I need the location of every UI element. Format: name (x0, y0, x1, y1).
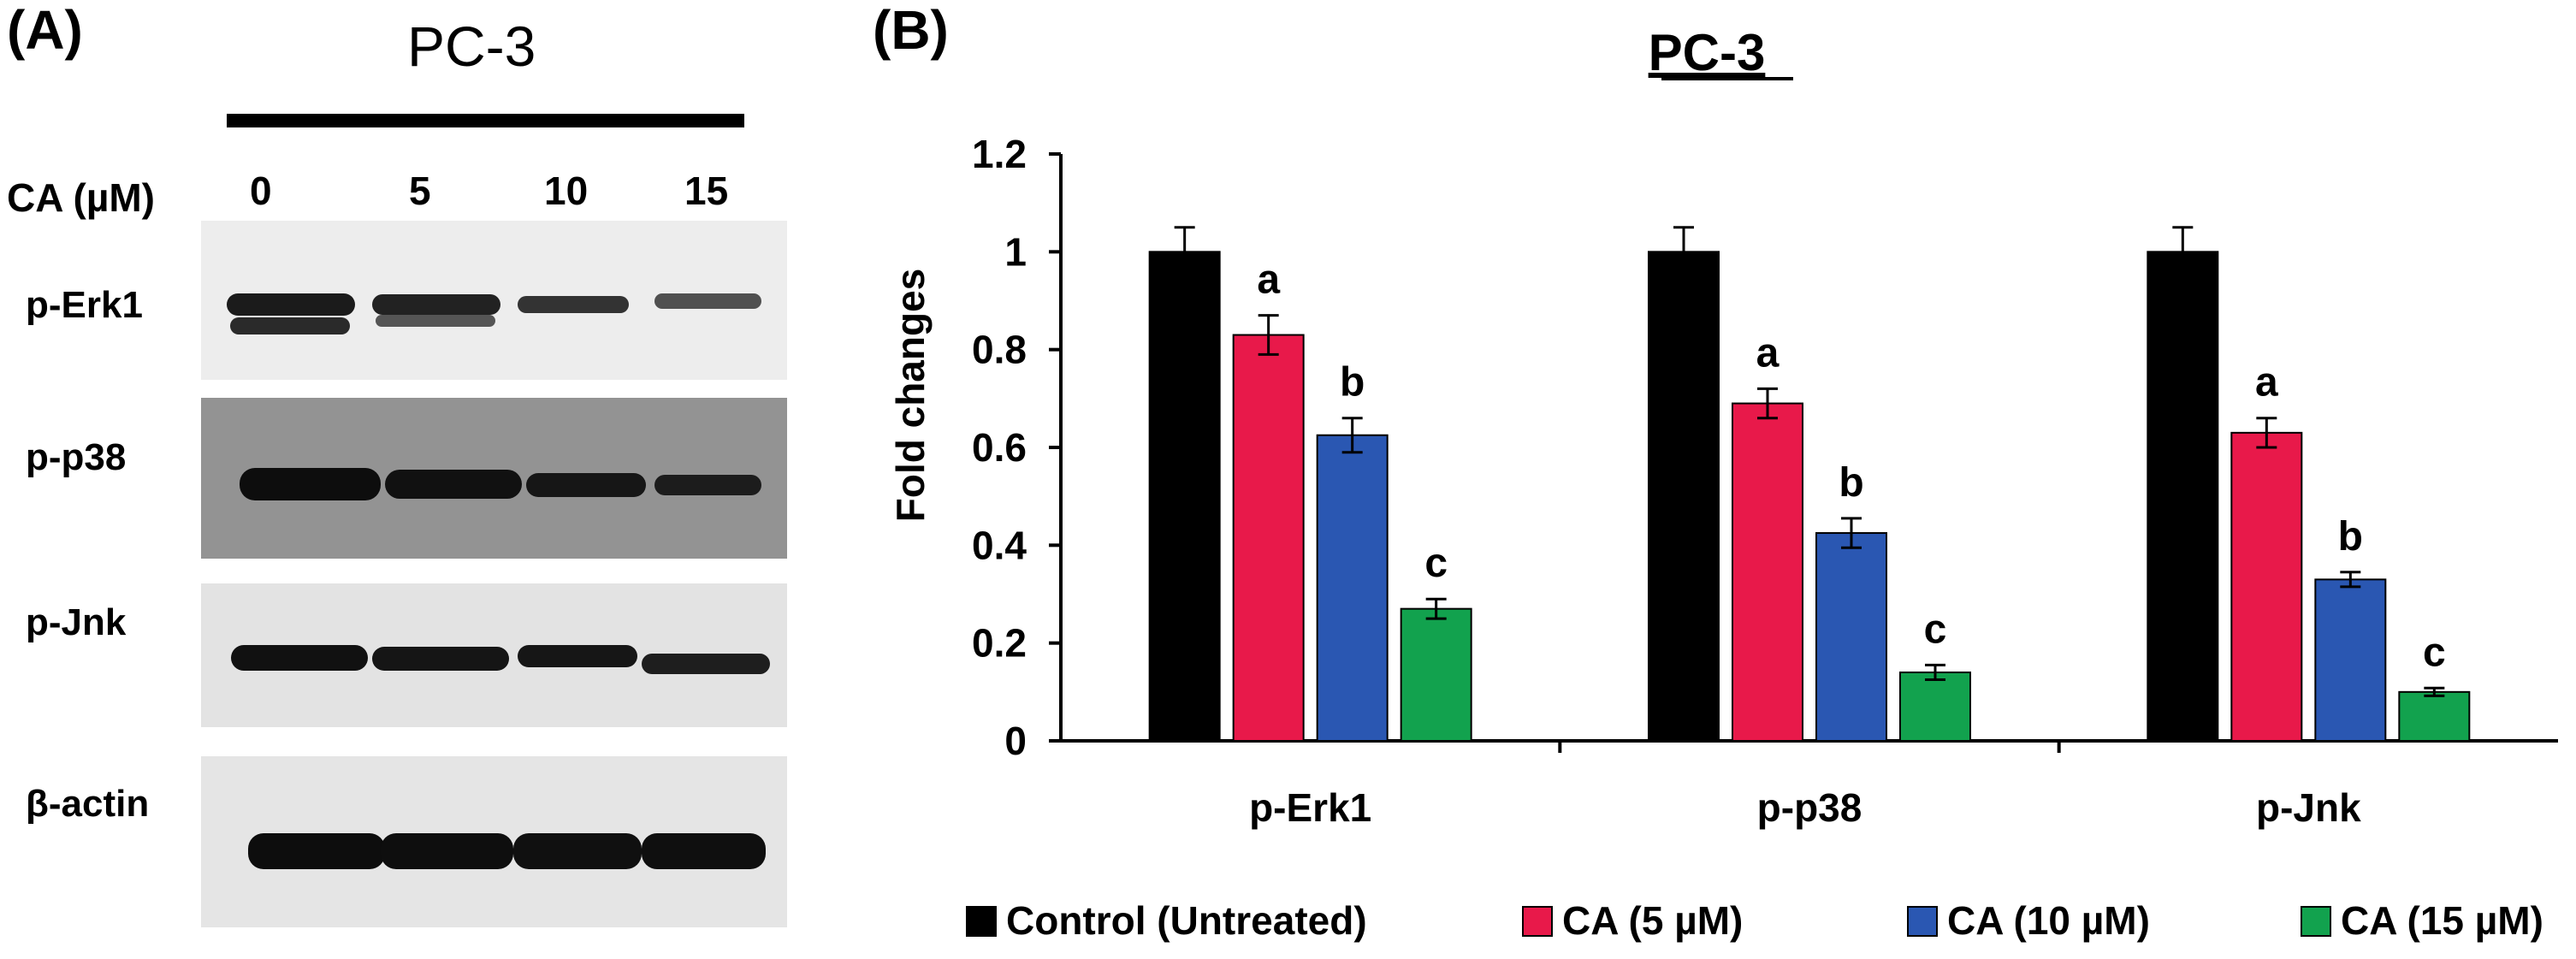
y-tick-label-1: 0.2 (972, 621, 1027, 666)
bar-p-Erk1-0 (1148, 251, 1221, 743)
x-tick-label-p-p38: p-p38 (1757, 785, 1862, 830)
bar-p-Jnk-0 (2147, 251, 2219, 743)
significance-label-p-Jnk-1: a (2255, 360, 2278, 406)
y-tick-label-0: 0 (1004, 719, 1027, 763)
blot-label-p-p38: p-p38 (26, 436, 127, 478)
significance-label-p-Erk1-3: c (1424, 541, 1448, 586)
y-axis-label: Fold changes (888, 269, 933, 522)
bar-p-Jnk-1 (2230, 431, 2303, 742)
lane-label-5: 5 (409, 169, 431, 213)
legend-swatch-1 (1522, 906, 1553, 937)
concentration-label: CA (µM) (7, 175, 155, 220)
significance-label-p-p38-3: c (1924, 607, 1947, 652)
blot-p-jnk (201, 583, 787, 727)
bar-p-Jnk-3 (2398, 690, 2471, 742)
legend-swatch-2 (1907, 906, 1938, 937)
significance-label-p-p38-2: b (1839, 460, 1863, 506)
legend-label-3: CA (15 µM) (2341, 898, 2543, 943)
blot-beta-actin (201, 756, 787, 927)
blot-label-p-jnk: p-Jnk (26, 601, 127, 643)
lane-label-0: 0 (250, 169, 272, 213)
y-tick-label-6: 1.2 (972, 132, 1027, 176)
bar-p-Jnk-2 (2314, 578, 2387, 742)
chart-title: PC-3 (1649, 24, 1766, 81)
legend-swatch-0 (966, 906, 997, 937)
y-tick-label-2: 0.4 (972, 523, 1027, 567)
bar-p-Erk1-3 (1400, 607, 1472, 743)
bar-p-p38-3 (1899, 671, 1971, 743)
legend-label-2: CA (10 µM) (1947, 898, 2150, 943)
significance-label-p-Jnk-3: c (2423, 630, 2446, 675)
bar-p-p38-0 (1648, 251, 1720, 743)
lane-label-15: 15 (684, 169, 729, 213)
panel-a-letter: (A) (7, 0, 83, 61)
legend-label-0: Control (Untreated) (1006, 898, 1367, 943)
treatment-bar (227, 114, 744, 127)
significance-label-p-Erk1-2: b (1340, 360, 1365, 406)
legend-label-1: CA (5 µM) (1562, 898, 1743, 943)
y-tick-label-5: 1 (1004, 229, 1027, 274)
bar-p-p38-1 (1732, 402, 1803, 742)
chart-bars: a b c a b c a b c (1148, 226, 2471, 743)
blot-p-erk1 (201, 221, 787, 380)
bar-p-p38-2 (1815, 532, 1887, 743)
blot-p-p38 (201, 398, 787, 559)
bar-p-Erk1-1 (1232, 334, 1305, 742)
cell-line-title: PC-3 (407, 15, 536, 78)
significance-label-p-p38-1: a (1756, 330, 1780, 376)
x-tick-label-p-Erk1: p-Erk1 (1249, 785, 1371, 830)
chart-legend: Control (Untreated) CA (5 µM) CA (10 µM) CA… (966, 898, 2543, 943)
chart-axes: 0 0.2 0.4 0.6 0.8 1 1.2 (972, 132, 2558, 763)
legend-swatch-3 (2301, 906, 2331, 937)
x-tick-labels: p-Erk1 p-p38 p-Jnk (1249, 785, 2361, 830)
y-tick-label-3: 0.6 (972, 425, 1027, 470)
lane-label-10: 10 (544, 169, 589, 213)
y-tick-label-4: 0.8 (972, 328, 1027, 372)
significance-label-p-Jnk-2: b (2338, 514, 2363, 559)
blot-label-p-erk1: p-Erk1 (26, 284, 143, 326)
blot-label-beta-actin: β-actin (26, 783, 150, 825)
bar-p-Erk1-2 (1316, 434, 1389, 742)
panel-b-letter: (B) (873, 0, 949, 61)
x-tick-label-p-Jnk: p-Jnk (2256, 785, 2361, 830)
significance-label-p-Erk1-1: a (1257, 258, 1280, 303)
